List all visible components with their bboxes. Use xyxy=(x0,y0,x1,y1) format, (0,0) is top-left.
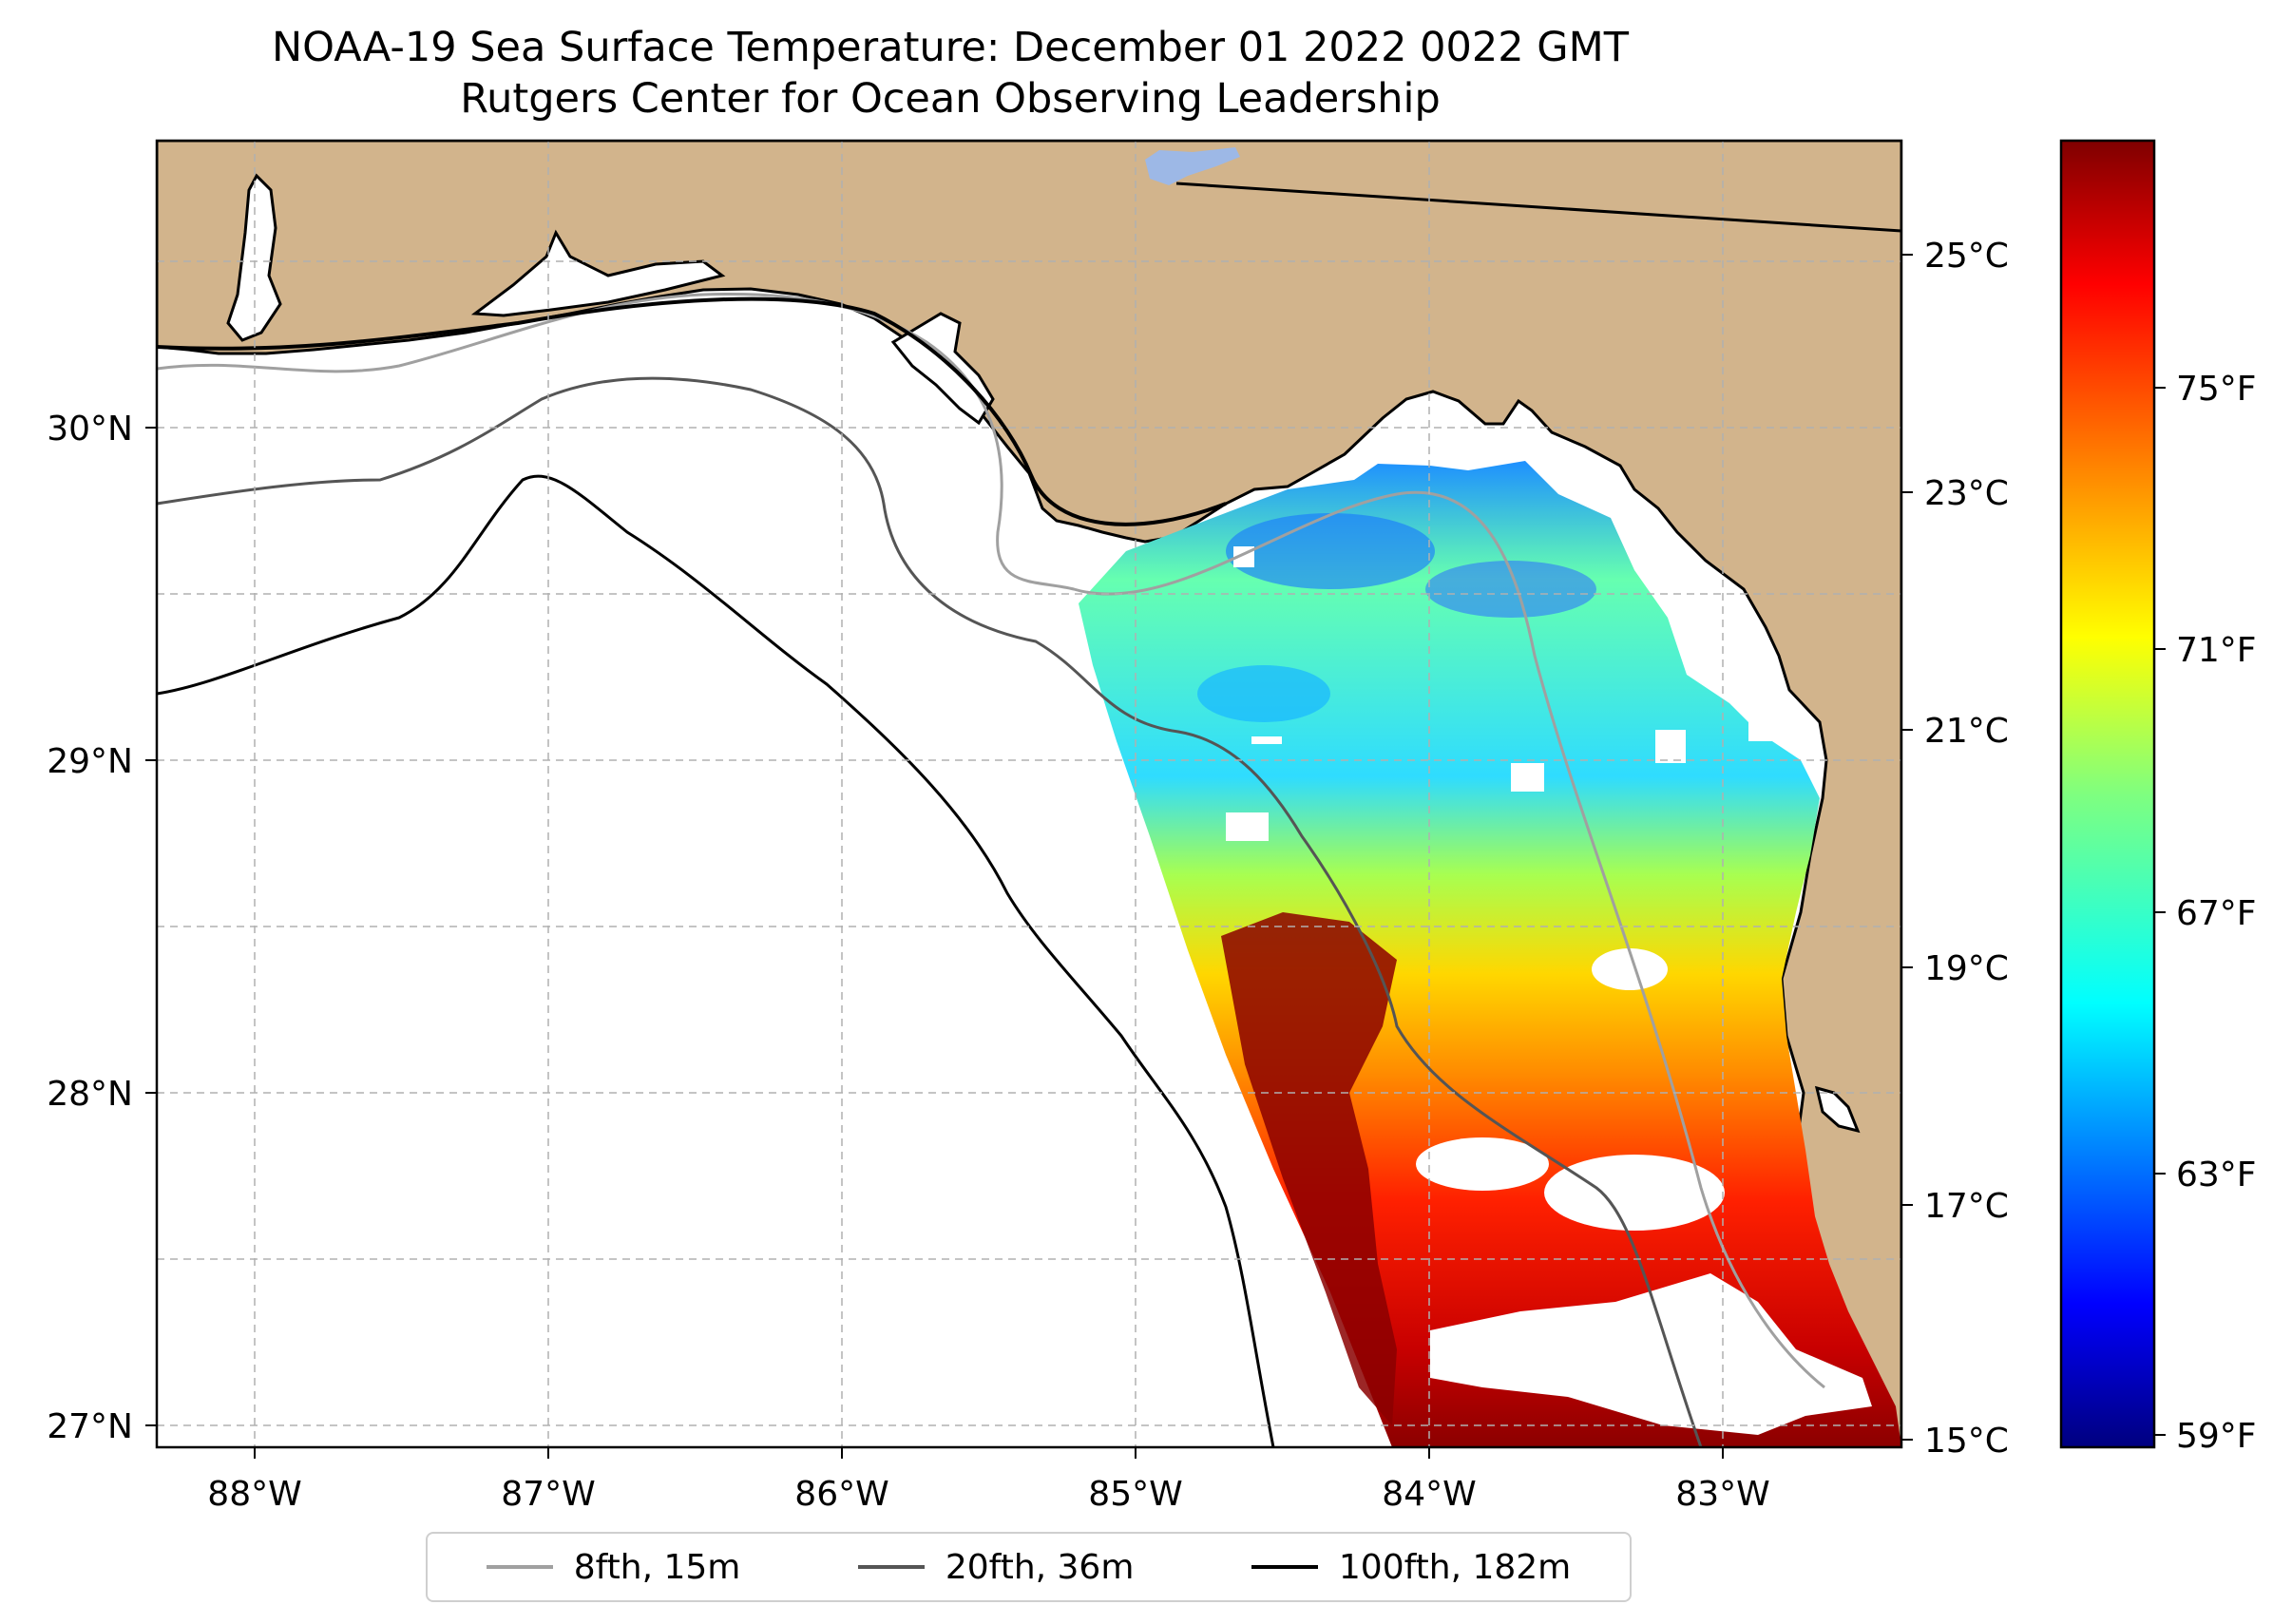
colorbar xyxy=(2059,139,2156,1449)
legend-line-8fth xyxy=(486,1565,553,1569)
x-tick-label: 83°W xyxy=(1675,1475,1769,1514)
map-frame xyxy=(155,139,1903,1449)
y-tick-label: 30°N xyxy=(47,410,133,449)
celsius-tick-label: 15°C xyxy=(1924,1422,2009,1461)
sst-warm-core xyxy=(1221,912,1397,1425)
isobath-100fth xyxy=(157,474,1275,1447)
sst-cool-patch xyxy=(1226,513,1435,589)
y-tick-label: 28°N xyxy=(47,1075,133,1114)
isobath-legend: 8fth, 15m 20fth, 36m 100fth, 182m xyxy=(426,1532,1632,1602)
legend-line-20fth xyxy=(857,1565,925,1569)
coastline xyxy=(157,296,1227,526)
legend-item-100fth: 100fth, 182m xyxy=(1251,1548,1571,1587)
legend-line-100fth xyxy=(1251,1565,1318,1569)
fahrenheit-tick-label: 63°F xyxy=(2176,1156,2257,1194)
lake xyxy=(1145,147,1240,185)
y-ticks xyxy=(145,427,157,1426)
x-tick-label: 86°W xyxy=(794,1475,888,1514)
isobath-20fth xyxy=(157,376,1703,1447)
colorbar-fahrenheit-ticks xyxy=(2154,387,2166,1436)
celsius-tick-label: 17°C xyxy=(1924,1187,2009,1226)
missing-data xyxy=(1226,546,1872,1435)
celsius-tick-label: 21°C xyxy=(1924,712,2009,751)
isobath-8fth xyxy=(157,293,1825,1389)
y-tick-label: 29°N xyxy=(47,742,133,781)
fahrenheit-tick-label: 71°F xyxy=(2176,631,2257,670)
state-border xyxy=(1175,182,1901,233)
legend-label: 20fth, 36m xyxy=(945,1547,1135,1587)
x-tick-label: 85°W xyxy=(1088,1475,1182,1514)
celsius-tick-label: 19°C xyxy=(1924,949,2009,988)
bay-pensacola xyxy=(226,173,282,342)
x-tick-label: 88°W xyxy=(207,1475,301,1514)
legend-item-20fth: 20fth, 36m xyxy=(857,1547,1135,1587)
legend-item-8fth: 8fth, 15m xyxy=(486,1547,741,1587)
celsius-tick-label: 25°C xyxy=(1924,237,2009,276)
x-tick-label: 84°W xyxy=(1382,1475,1476,1514)
legend-label: 100fth, 182m xyxy=(1338,1547,1572,1587)
x-ticks xyxy=(254,1447,1724,1459)
celsius-tick-label: 23°C xyxy=(1924,474,2009,513)
chart-title: NOAA-19 Sea Surface Temperature: Decembe… xyxy=(272,24,1629,71)
colorbar-celsius-ticks xyxy=(1901,254,1913,1441)
fahrenheit-tick-label: 67°F xyxy=(2176,894,2257,933)
chart-subtitle: Rutgers Center for Ocean Observing Leade… xyxy=(460,75,1441,123)
legend-label: 8fth, 15m xyxy=(573,1547,741,1587)
sst-cool-patch xyxy=(1425,561,1596,618)
fahrenheit-tick-label: 59°F xyxy=(2176,1417,2257,1456)
gridlines xyxy=(157,141,1901,1447)
fahrenheit-tick-label: 75°F xyxy=(2176,370,2257,409)
sst-cool-patch xyxy=(1197,665,1330,722)
land-florida xyxy=(157,141,1901,1447)
x-tick-label: 87°W xyxy=(501,1475,595,1514)
y-tick-label: 27°N xyxy=(47,1407,133,1446)
